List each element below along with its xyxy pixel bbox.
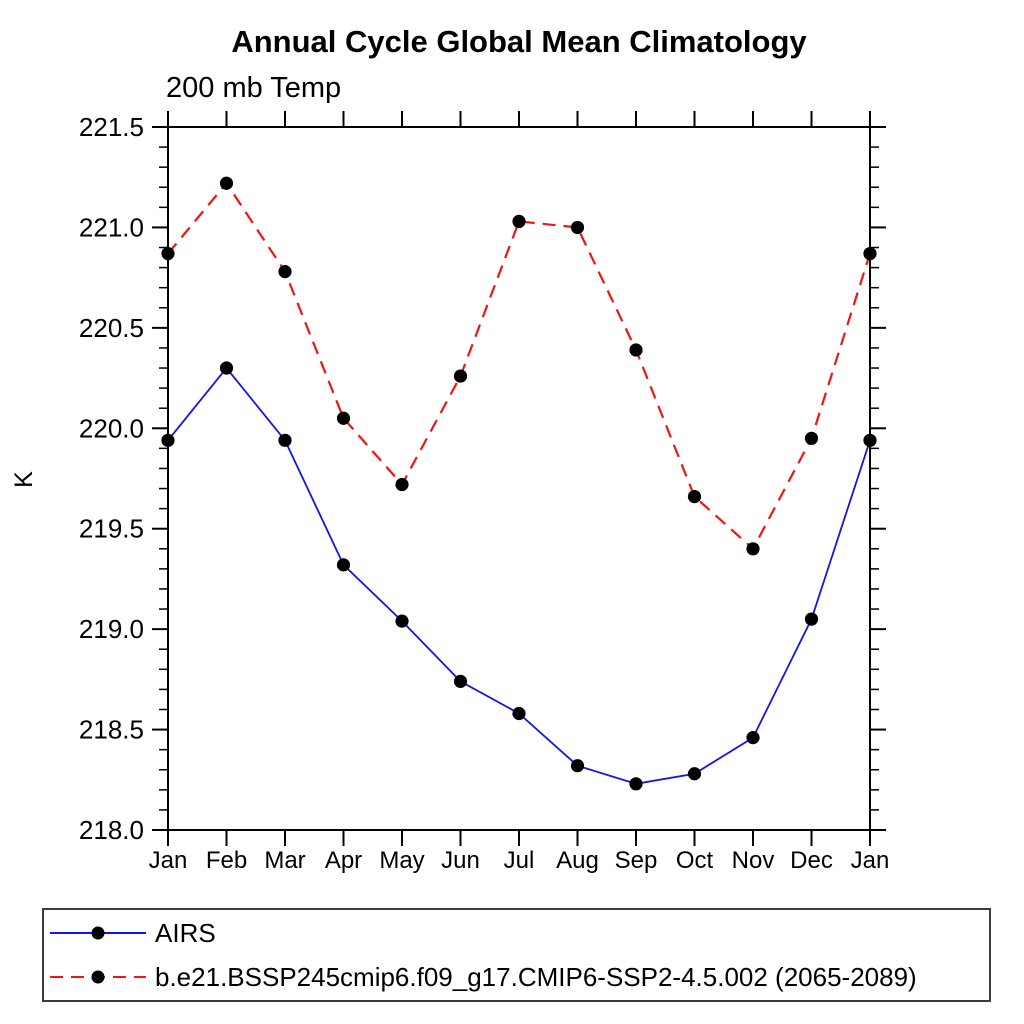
x-tick-label: Jun [441, 847, 480, 874]
data-point-marker [863, 246, 877, 261]
legend-dashed-line-sample-icon [50, 970, 146, 984]
legend-item-series-0: AIRS [44, 912, 989, 954]
axis-ticks [152, 111, 886, 846]
y-tick-label: 221.5 [79, 112, 144, 142]
x-tick-label: Dec [790, 847, 833, 874]
data-point-marker [336, 411, 351, 425]
series-lines [167, 181, 872, 785]
data-point-marker [570, 220, 585, 235]
x-tick-label: Aug [556, 847, 599, 874]
data-point-marker [570, 759, 585, 773]
data-point-marker [219, 361, 234, 375]
legend-label-series-0: AIRS [155, 917, 216, 948]
x-tick-label: Jan [851, 847, 890, 874]
axis-tick-labels: Jan Feb Mar Apr May Jun Jul Aug Sep Oct Nov Dec Jan2… [79, 112, 889, 874]
x-tick-label: Feb [206, 847, 247, 874]
x-tick-label: Mar [264, 847, 305, 874]
data-point-marker [804, 431, 819, 445]
series-line-1 [167, 181, 872, 551]
data-point-marker [629, 777, 643, 791]
data-point-marker [219, 176, 234, 190]
x-tick-label: Sep [615, 847, 658, 874]
series-markers [161, 176, 877, 791]
data-point-marker [161, 246, 175, 261]
data-point-marker [687, 489, 702, 504]
y-tick-label: 218.0 [79, 815, 144, 845]
x-tick-label: Jan [149, 847, 188, 874]
data-point-marker [278, 265, 292, 279]
data-point-marker [746, 731, 760, 745]
legend-item-series-1: b.e21.BSSP245cmip6.f09_g17.CMIP6-SSP2-4.… [44, 956, 989, 998]
legend: AIRS b.e21.BSSP245cmip6.f09_g17.CMIP6-SS… [42, 908, 991, 1002]
data-point-marker [336, 558, 351, 572]
data-point-marker [746, 542, 760, 556]
y-tick-label: 219.5 [79, 514, 144, 544]
x-tick-label: Apr [325, 847, 362, 874]
x-tick-label: Jul [504, 847, 535, 874]
data-point-marker [453, 369, 468, 383]
data-point-marker [453, 674, 468, 688]
y-tick-label: 220.5 [79, 313, 144, 343]
data-point-marker [395, 477, 409, 492]
chart-subtitle: 200 mb Temp [166, 72, 342, 104]
data-point-marker [863, 433, 877, 447]
y-tick-label: 219.0 [79, 614, 144, 644]
y-tick-label: 218.5 [79, 715, 144, 745]
data-point-marker [395, 614, 409, 628]
axes [167, 126, 871, 831]
y-tick-label: 221.0 [79, 212, 144, 242]
x-tick-label: May [379, 847, 424, 874]
data-point-marker [629, 343, 643, 357]
data-point-marker [804, 612, 819, 626]
data-point-marker [512, 214, 526, 229]
y-tick-label: 220.0 [79, 413, 144, 443]
x-tick-label: Oct [676, 847, 714, 874]
legend-line-sample-icon [50, 926, 146, 940]
chart-title: Annual Cycle Global Mean Climatology [231, 24, 807, 59]
data-point-marker [278, 433, 292, 447]
data-point-marker [161, 433, 175, 447]
x-tick-label: Nov [732, 847, 775, 874]
series-line-0 [167, 366, 871, 785]
legend-label-series-1: b.e21.BSSP245cmip6.f09_g17.CMIP6-SSP2-4.… [155, 961, 917, 992]
data-point-marker [512, 706, 526, 721]
data-point-marker [687, 767, 702, 781]
